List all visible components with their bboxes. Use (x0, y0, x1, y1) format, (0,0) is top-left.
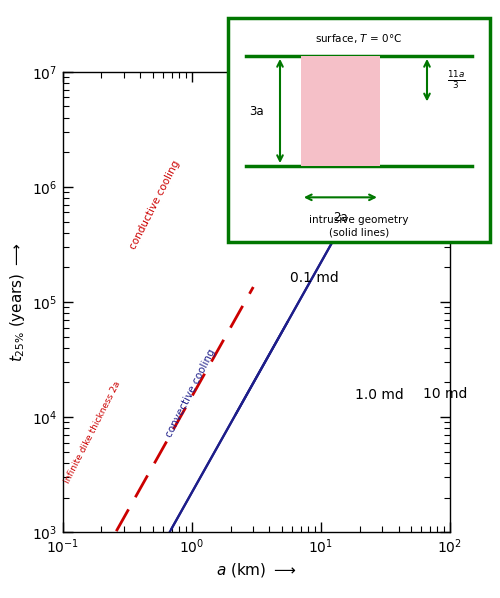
Text: intrusive geometry
(solid lines): intrusive geometry (solid lines) (309, 215, 408, 237)
Text: 0.1 md: 0.1 md (290, 271, 339, 285)
Text: conductive cooling: conductive cooling (128, 158, 182, 251)
Text: 10 md: 10 md (423, 387, 468, 401)
Y-axis label: $t_{25\%}$ (years) $\longrightarrow$: $t_{25\%}$ (years) $\longrightarrow$ (8, 242, 26, 362)
Bar (301, 56, 380, 166)
Text: 3a: 3a (249, 105, 264, 117)
X-axis label: $a$ (km) $\longrightarrow$: $a$ (km) $\longrightarrow$ (216, 562, 296, 579)
Text: 1.0 md: 1.0 md (356, 388, 404, 402)
Text: surface, $T$ = 0°C: surface, $T$ = 0°C (315, 32, 402, 45)
Text: $\frac{11a}{3}$: $\frac{11a}{3}$ (446, 69, 465, 91)
Text: convective cooling: convective cooling (164, 347, 218, 439)
Text: 2a: 2a (333, 211, 348, 224)
Text: infinite dike thickness 2a: infinite dike thickness 2a (62, 379, 122, 484)
